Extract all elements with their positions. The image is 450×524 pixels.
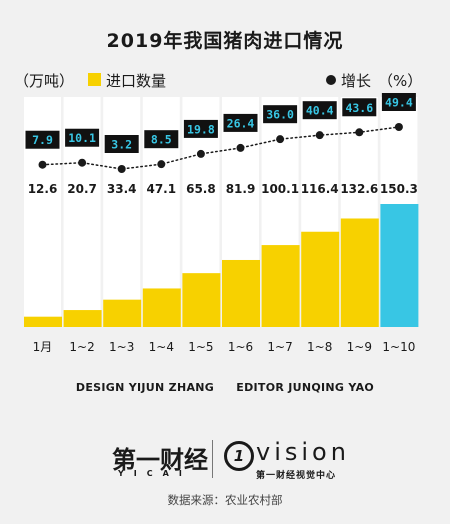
yicai-logo: 第一财经 bbox=[112, 445, 208, 474]
legend-line-unit: （%） bbox=[378, 72, 423, 90]
x-tick-label: 1~2 bbox=[69, 340, 94, 354]
legend-line-label: 增长 bbox=[341, 72, 372, 90]
bar bbox=[24, 316, 62, 327]
value-label: 65.8 bbox=[186, 182, 216, 196]
bar bbox=[222, 259, 260, 327]
logo-divider bbox=[212, 440, 213, 478]
growth-point bbox=[38, 160, 47, 169]
design-credit: DESIGN YIJUN ZHANG bbox=[75, 381, 215, 394]
x-tick-label: 1~4 bbox=[149, 340, 174, 354]
growth-line bbox=[41, 126, 400, 170]
growth-point bbox=[276, 135, 285, 144]
growth-label: 40.4 bbox=[306, 104, 334, 118]
growth-label: 26.4 bbox=[227, 116, 255, 130]
x-tick-label: 1~6 bbox=[228, 340, 253, 354]
x-tick-label: 1~9 bbox=[347, 340, 372, 354]
growth-label-box bbox=[381, 93, 416, 111]
bar bbox=[261, 245, 300, 327]
vision-logo-mark: 1 bbox=[224, 441, 254, 471]
x-tick-label: 1~3 bbox=[109, 340, 134, 354]
growth-label: 7.9 bbox=[32, 133, 53, 147]
growth-label-box bbox=[104, 135, 139, 153]
legend-line-dot bbox=[326, 75, 336, 85]
source-note: 数据来源：农业农村部 bbox=[167, 493, 283, 507]
x-tick-label: 1月 bbox=[33, 340, 53, 354]
x-tick-label: 1~10 bbox=[382, 340, 415, 354]
bar bbox=[63, 310, 102, 327]
growth-point bbox=[355, 128, 364, 137]
x-tick-label: 1~7 bbox=[267, 340, 292, 354]
yicai-logo-sub: YICAI bbox=[118, 469, 192, 478]
bar bbox=[182, 273, 221, 327]
growth-label-box bbox=[144, 130, 179, 149]
vision-logo: vision bbox=[256, 438, 350, 466]
background-column bbox=[103, 97, 141, 327]
value-label: 100.1 bbox=[261, 182, 299, 196]
bar bbox=[142, 288, 181, 327]
legend-bar-swatch bbox=[88, 73, 101, 86]
growth-label-box bbox=[223, 113, 258, 132]
growth-label: 36.0 bbox=[266, 108, 294, 122]
value-label: 47.1 bbox=[146, 182, 176, 196]
value-label: 12.6 bbox=[28, 182, 58, 196]
value-label: 81.9 bbox=[226, 182, 256, 196]
growth-label-box bbox=[183, 119, 218, 138]
growth-point bbox=[196, 149, 205, 158]
growth-label: 43.6 bbox=[345, 101, 373, 115]
bar bbox=[301, 231, 340, 327]
credit-line: DESIGN YIJUN ZHANG EDITOR JUNQING YAO bbox=[0, 381, 450, 394]
growth-point bbox=[315, 131, 324, 140]
bar bbox=[340, 218, 379, 327]
value-label: 116.4 bbox=[301, 182, 339, 196]
growth-label: 49.4 bbox=[385, 96, 413, 110]
growth-label-box bbox=[263, 105, 298, 124]
editor-credit: EDITOR JUNQING YAO bbox=[236, 381, 375, 394]
growth-label-box bbox=[65, 128, 100, 147]
growth-label: 10.1 bbox=[68, 131, 96, 145]
growth-label: 8.5 bbox=[151, 133, 172, 147]
growth-label-box bbox=[302, 101, 337, 120]
x-tick-label: 1~8 bbox=[307, 340, 332, 354]
growth-label-box bbox=[342, 98, 377, 117]
value-label: 150.3 bbox=[380, 182, 418, 196]
value-label: 132.6 bbox=[340, 182, 378, 196]
unit-label: （万吨） bbox=[14, 72, 75, 90]
growth-point bbox=[117, 165, 126, 173]
bar bbox=[380, 204, 419, 327]
growth-label: 19.8 bbox=[187, 122, 215, 136]
value-label: 33.4 bbox=[107, 182, 137, 196]
value-label: 20.7 bbox=[67, 182, 97, 196]
growth-point bbox=[236, 143, 245, 152]
growth-label-box bbox=[25, 130, 60, 149]
legend-bar-label: 进口数量 bbox=[106, 72, 167, 90]
vision-logo-sub: 第一财经视觉中心 bbox=[256, 471, 337, 481]
x-tick-label: 1~5 bbox=[188, 340, 213, 354]
bar bbox=[103, 299, 142, 327]
growth-point bbox=[157, 160, 166, 169]
chart: 7.9 10.1 3.2 8.5 19.8 26.4 36.0 40.4 43.6 49.4 12.… bbox=[24, 93, 419, 354]
growth-point bbox=[394, 123, 403, 131]
growth-point bbox=[78, 158, 87, 167]
growth-label: 3.2 bbox=[111, 138, 132, 152]
chart-title: 2019年我国猪肉进口情况 bbox=[106, 30, 344, 52]
